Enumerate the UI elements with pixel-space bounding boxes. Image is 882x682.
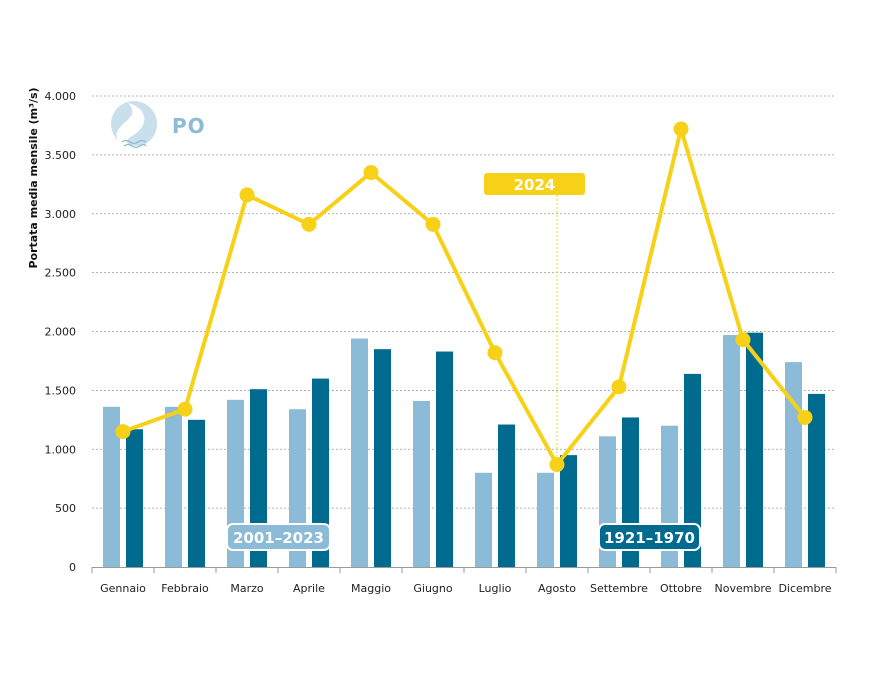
y-tick-label: 0 — [69, 561, 76, 574]
x-tick-label-febbraio: Febbraio — [161, 582, 209, 595]
legend-2001-2023-label: 2001–2023 — [233, 529, 324, 547]
point-2024-settembre — [611, 379, 627, 395]
x-tick-labels: Gennaio Febbraio Marzo Aprile Maggio Giugno Lu… — [100, 582, 832, 595]
x-tick-label-luglio: Luglio — [479, 582, 512, 595]
y-tick-label: 3.500 — [45, 149, 77, 162]
bar-2001-2023-dicembre — [785, 362, 802, 567]
grid-layer — [92, 95, 836, 509]
y-tick-label: 500 — [55, 502, 76, 515]
bar-2001-2023-gennaio — [103, 406, 120, 567]
bar-2001-2023-luglio — [475, 472, 492, 567]
x-tick-label-marzo: Marzo — [230, 582, 264, 595]
x-tick-label-novembre: Novembre — [715, 582, 772, 595]
bar-2001-2023-agosto — [537, 472, 554, 567]
point-2024-febbraio — [177, 401, 193, 417]
point-2024-gennaio — [115, 424, 131, 440]
bar-2001-2023-febbraio — [165, 406, 182, 567]
bar-1921-1970-dicembre — [808, 393, 825, 567]
line-layer — [115, 121, 813, 473]
bar-1921-1970-aprile — [312, 378, 329, 567]
y-tick-label: 3.000 — [45, 208, 77, 221]
legend-1921-1970-badge: 1921–1970 — [598, 523, 701, 551]
bar-2001-2023-maggio — [351, 338, 368, 567]
bar-1921-1970-luglio — [498, 424, 515, 567]
legend-2001-2023-badge: 2001–2023 — [226, 523, 331, 551]
bar-1921-1970-gennaio — [126, 429, 143, 567]
point-2024-ottobre — [673, 121, 689, 137]
point-2024-luglio — [487, 345, 503, 361]
y-tick-label: 2.000 — [45, 326, 77, 339]
y-tick-label: 2.500 — [45, 267, 77, 280]
legend-2024-badge: 2024 — [484, 173, 585, 195]
point-2024-agosto — [549, 457, 565, 473]
x-tick-label-agosto: Agosto — [538, 582, 576, 595]
point-2024-maggio — [363, 165, 379, 181]
point-2024-aprile — [301, 216, 317, 232]
y-axis-label: Portata media mensile (m³/s) — [27, 87, 40, 268]
x-tick-label-dicembre: Dicembre — [778, 582, 831, 595]
point-2024-dicembre — [797, 409, 813, 425]
river-logo-icon — [111, 101, 157, 149]
bar-1921-1970-maggio — [374, 349, 391, 567]
y-tick-labels: 0 500 1.000 1.500 2.000 2.500 3.000 3.500 4.000 — [45, 90, 77, 574]
point-2024-marzo — [239, 187, 255, 203]
point-2024-novembre — [735, 332, 751, 348]
bar-1921-1970-ottobre — [684, 373, 701, 567]
series-2024-line — [122, 126, 807, 467]
bar-1921-1970-agosto — [560, 455, 577, 567]
bar-layer — [103, 332, 825, 567]
y-tick-label: 1.500 — [45, 384, 77, 397]
bar-1921-1970-febbraio — [188, 419, 205, 567]
legend-2024-label: 2024 — [514, 176, 556, 194]
x-tick-label-aprile: Aprile — [293, 582, 325, 595]
bar-2001-2023-novembre — [723, 335, 740, 567]
x-tick-label-settembre: Settembre — [590, 582, 648, 595]
chart-title: PO — [172, 114, 206, 138]
bar-1921-1970-novembre — [746, 332, 763, 567]
bar-1921-1970-giugno — [436, 351, 453, 567]
x-axis — [91, 567, 837, 573]
bar-2001-2023-giugno — [413, 400, 430, 567]
x-tick-label-ottobre: Ottobre — [660, 582, 702, 595]
y-tick-label: 1.000 — [45, 443, 77, 456]
bar-1921-1970-marzo — [250, 389, 267, 567]
point-2024-giugno — [425, 216, 441, 232]
x-tick-label-giugno: Giugno — [413, 582, 453, 595]
y-tick-label: 4.000 — [45, 90, 77, 103]
x-tick-label-maggio: Maggio — [351, 582, 391, 595]
legend-1921-1970-label: 1921–1970 — [604, 529, 695, 547]
x-tick-label-gennaio: Gennaio — [100, 582, 146, 595]
